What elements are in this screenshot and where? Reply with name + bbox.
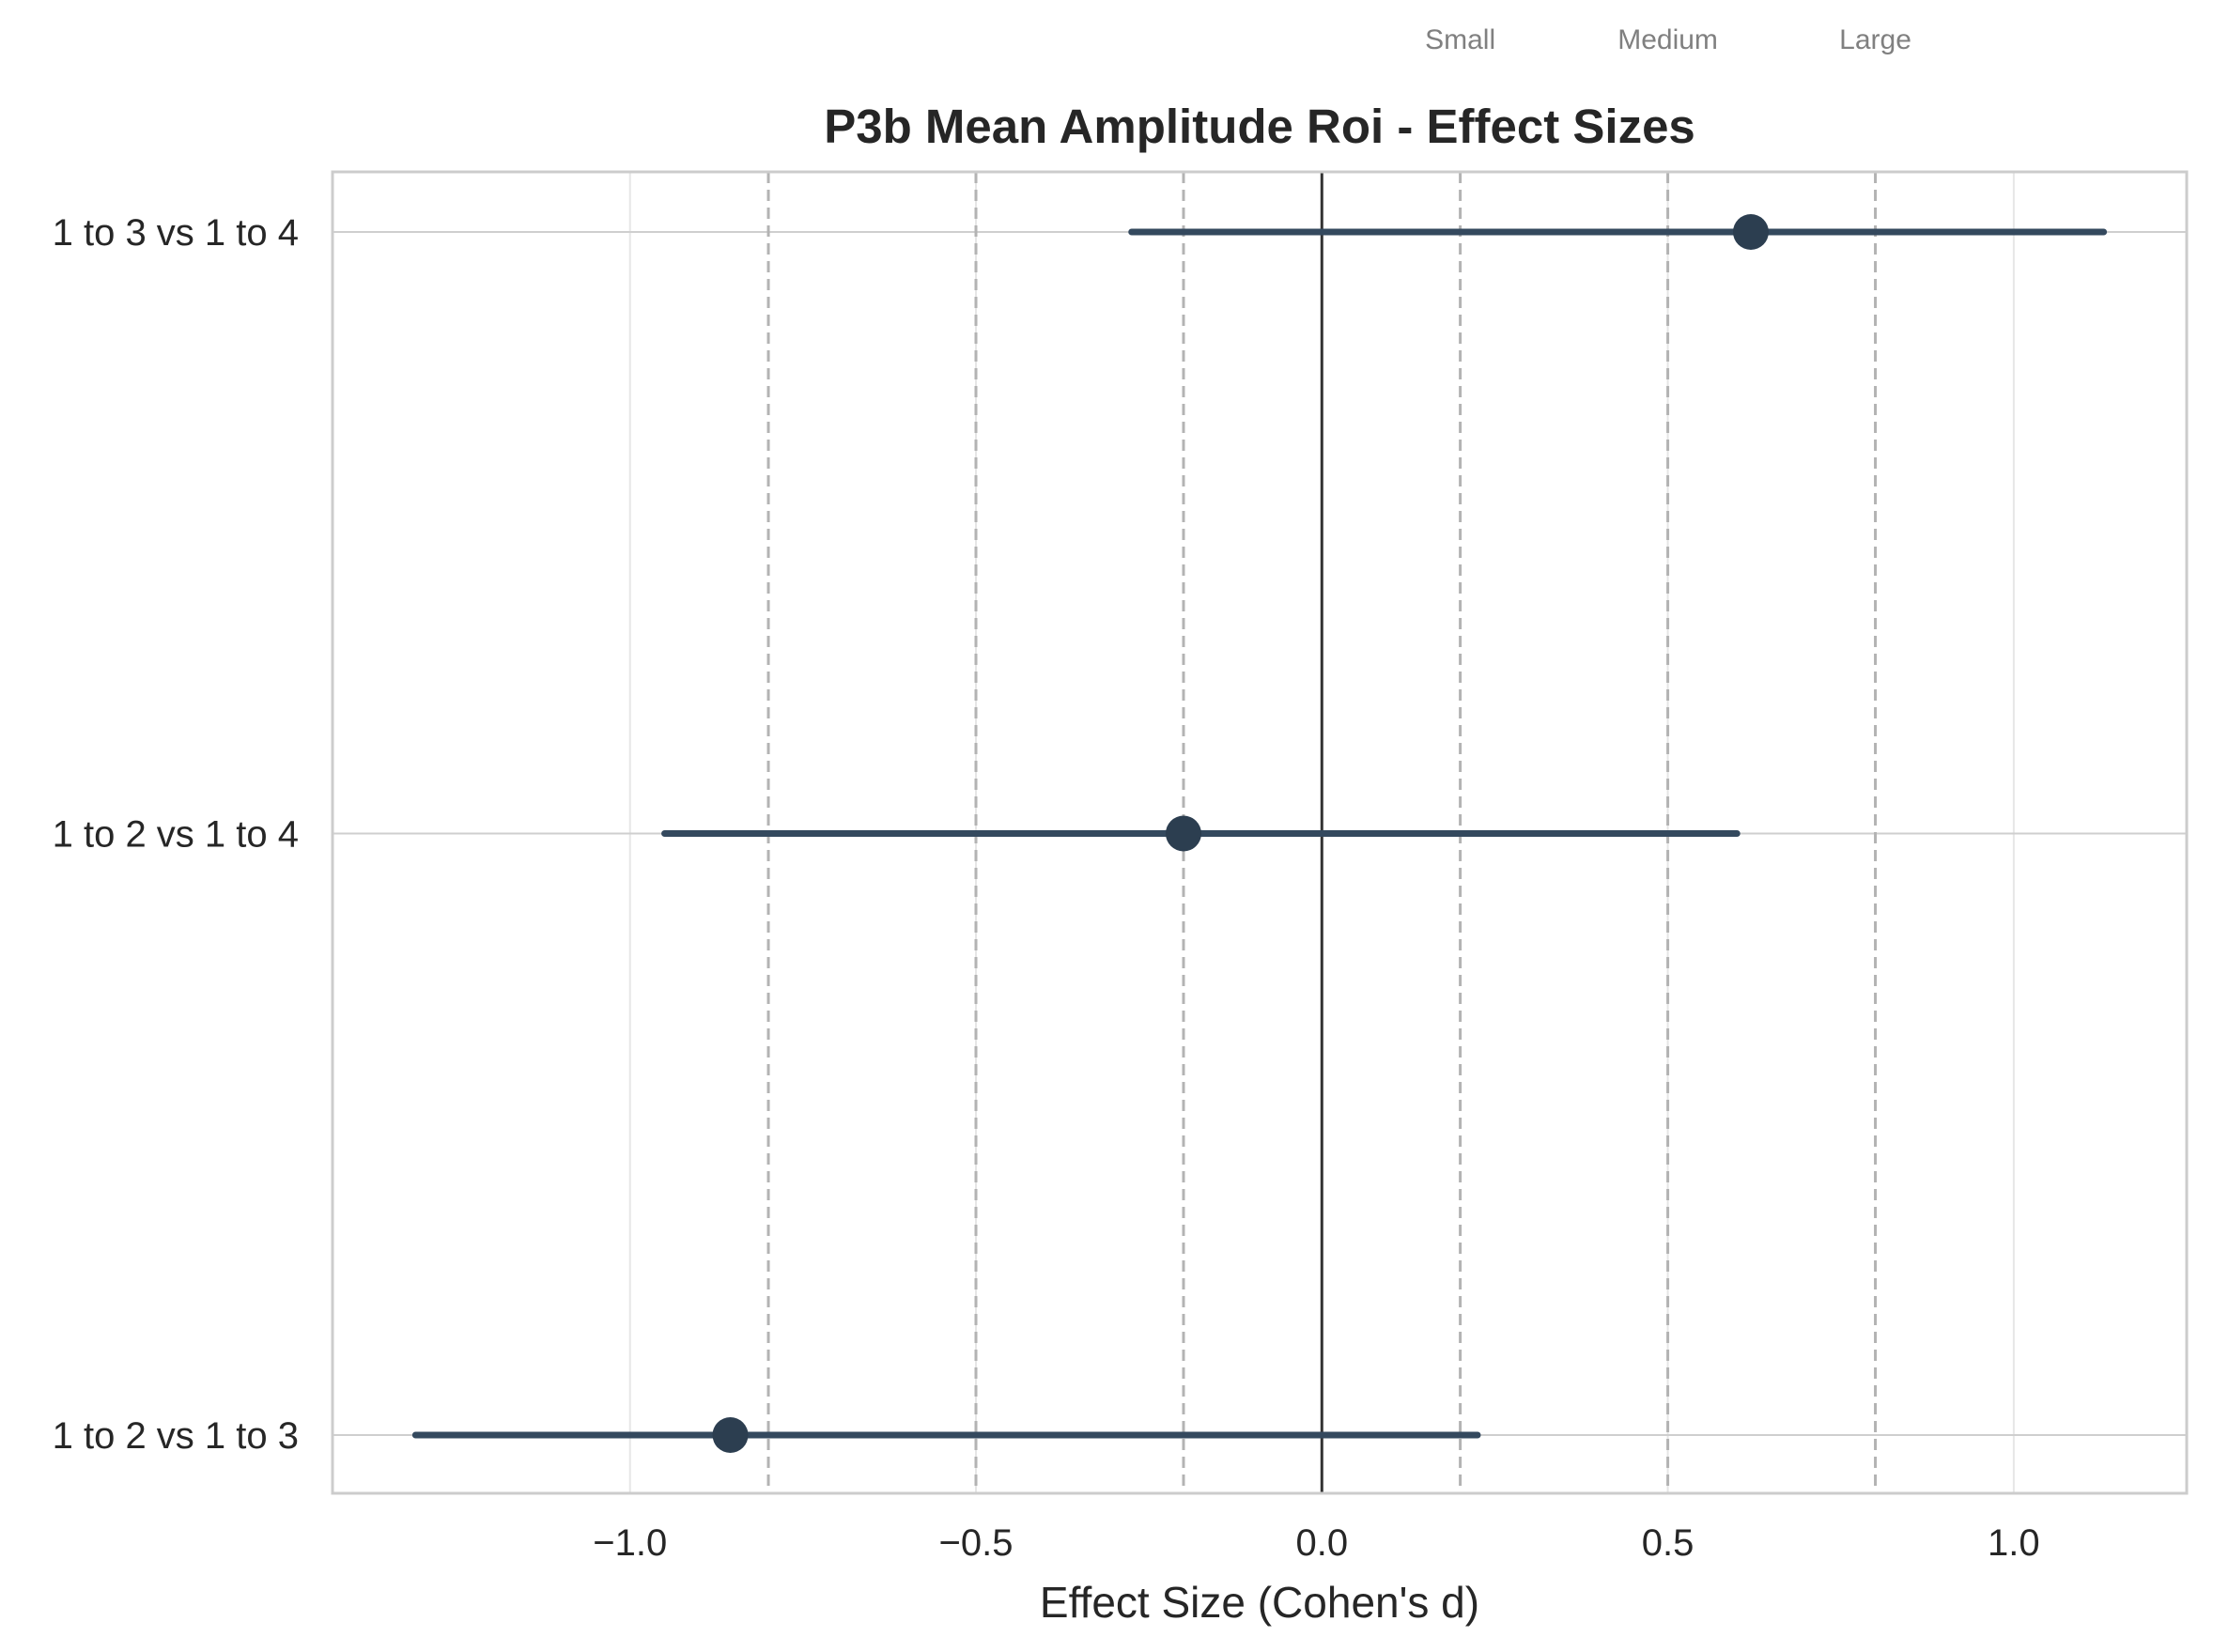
y-tick-labels: 1 to 3 vs 1 to 4 1 to 2 vs 1 to 4 1 to 2 v… [53, 212, 299, 1457]
x-tick-label: −0.5 [939, 1522, 1014, 1564]
reference-label: Large [1839, 24, 1911, 55]
y-tick-label: 1 to 2 vs 1 to 4 [53, 814, 299, 856]
x-axis-label: Effect Size (Cohen's d) [1040, 1578, 1479, 1627]
y-tick-label: 1 to 2 vs 1 to 3 [53, 1415, 299, 1457]
x-tick-label: 0.0 [1295, 1522, 1348, 1564]
x-tick-labels: −1.0 −0.5 0.0 0.5 1.0 [593, 1522, 2039, 1564]
reference-label: Small [1425, 24, 1495, 55]
x-tick-label: −1.0 [593, 1522, 667, 1564]
effect-point [712, 1417, 749, 1453]
reference-label: Medium [1617, 24, 1718, 55]
x-tick-label: 0.5 [1642, 1522, 1695, 1564]
x-tick-label: 1.0 [1988, 1522, 2040, 1564]
y-tick-label: 1 to 3 vs 1 to 4 [53, 212, 299, 254]
effect-point [1165, 815, 1201, 852]
effect-points [712, 214, 1769, 1453]
effect-point [1732, 214, 1769, 250]
chart-title: P3b Mean Amplitude Roi - Effect Sizes [824, 100, 1695, 153]
reference-labels: Small Medium Large [1425, 24, 1911, 55]
plot-frame [331, 170, 2189, 1495]
